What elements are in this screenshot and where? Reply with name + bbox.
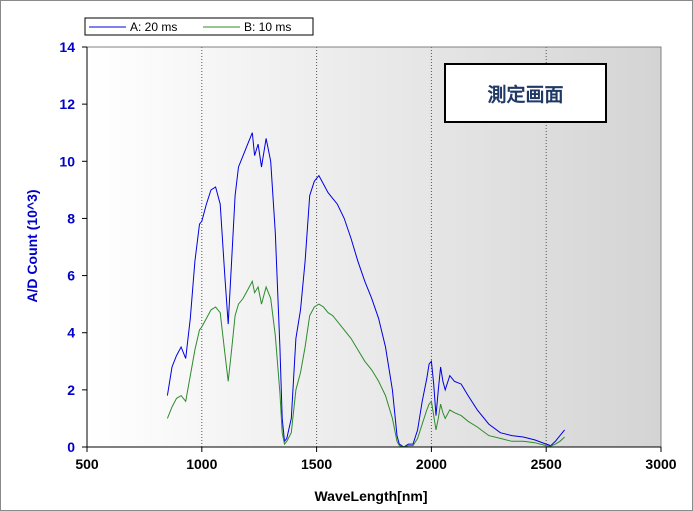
x-tick-label: 2000 — [416, 456, 447, 472]
y-tick-label: 2 — [67, 382, 75, 398]
x-tick-label: 2500 — [531, 456, 562, 472]
x-tick-label: 1000 — [186, 456, 217, 472]
y-tick-label: 12 — [59, 96, 75, 112]
y-tick-label: 14 — [59, 39, 75, 55]
x-tick-label: 3000 — [645, 456, 676, 472]
x-axis-title: WaveLength[nm] — [314, 488, 427, 504]
y-axis-title: A/D Count (10^3) — [24, 189, 40, 302]
x-tick-label: 1500 — [301, 456, 332, 472]
axes — [82, 46, 662, 452]
legend-label-a: A: 20 ms — [130, 20, 177, 34]
legend-label-b: B: 10 ms — [244, 20, 291, 34]
y-tick-label: 10 — [59, 153, 75, 169]
x-tick-label: 500 — [75, 456, 99, 472]
series-b-line — [166, 279, 565, 448]
measurement-screen-label: 測定画面 — [444, 63, 607, 123]
series-layer — [166, 132, 565, 448]
tick-labels: 500 1000 1500 2000 2500 3000 0 2 4 6 8 10 12 14 — [59, 39, 676, 472]
y-tick-label: 0 — [67, 439, 75, 455]
y-tick-label: 8 — [67, 210, 75, 226]
series-a-line — [166, 132, 565, 448]
y-tick-label: 4 — [67, 325, 75, 341]
legend: A: 20 ms B: 10 ms — [84, 17, 314, 36]
legend-box — [84, 17, 314, 36]
y-tick-label: 6 — [67, 268, 75, 284]
